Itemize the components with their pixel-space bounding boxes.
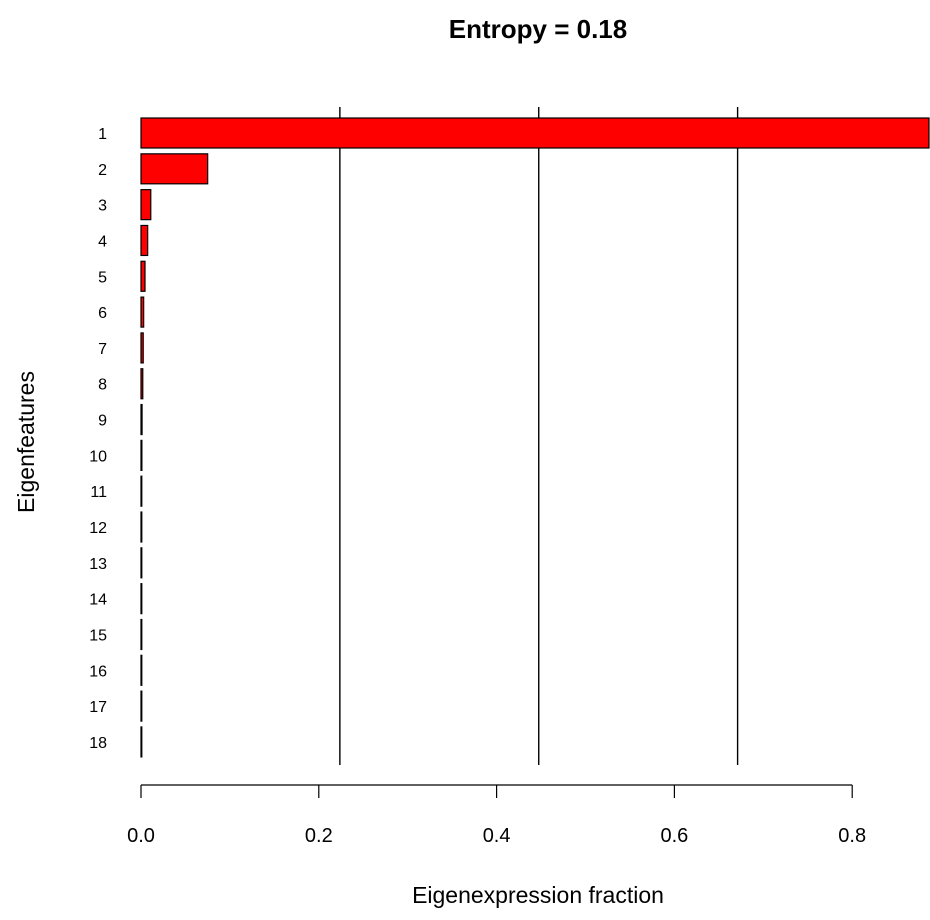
category-label-18: 18 bbox=[89, 735, 107, 752]
category-label-1: 1 bbox=[98, 126, 107, 143]
bar-17 bbox=[140, 690, 143, 722]
bar-1 bbox=[140, 117, 930, 149]
category-label-13: 13 bbox=[89, 556, 107, 573]
category-label-17: 17 bbox=[89, 699, 107, 716]
bar-15 bbox=[140, 618, 143, 651]
chart-title: Entropy = 0.18 bbox=[449, 14, 627, 44]
bar-18 bbox=[140, 726, 143, 758]
bar-4 bbox=[140, 224, 149, 257]
category-label-7: 7 bbox=[98, 341, 107, 358]
bar-12 bbox=[140, 511, 143, 543]
x-tick-label-1: 0.2 bbox=[305, 825, 333, 847]
x-axis-label: Eigenexpression fraction bbox=[412, 882, 664, 908]
bars bbox=[140, 117, 930, 758]
category-label-16: 16 bbox=[89, 663, 107, 680]
x-tick-label-3: 0.6 bbox=[660, 825, 688, 847]
bar-7 bbox=[140, 332, 144, 364]
bar-5 bbox=[140, 260, 146, 292]
reference-lines bbox=[339, 107, 739, 765]
category-label-10: 10 bbox=[89, 448, 107, 465]
category-label-15: 15 bbox=[89, 627, 107, 644]
y-axis-label: Eigenfeatures bbox=[13, 371, 39, 513]
bar-14 bbox=[140, 583, 143, 615]
category-label-6: 6 bbox=[98, 305, 107, 322]
category-label-2: 2 bbox=[98, 162, 107, 179]
x-tick-label-2: 0.4 bbox=[483, 825, 511, 847]
category-label-9: 9 bbox=[98, 413, 107, 430]
category-label-5: 5 bbox=[98, 269, 107, 286]
category-label-3: 3 bbox=[98, 198, 107, 215]
category-label-11: 11 bbox=[90, 484, 107, 501]
bar-2 bbox=[140, 153, 209, 185]
category-label-12: 12 bbox=[89, 520, 107, 537]
bar-10 bbox=[140, 439, 143, 471]
x-axis: 0.0 0.2 0.4 0.6 0.8 bbox=[127, 784, 866, 847]
bar-3 bbox=[140, 189, 152, 221]
category-label-4: 4 bbox=[98, 233, 107, 250]
bar-13 bbox=[140, 547, 143, 579]
bar-11 bbox=[140, 475, 143, 507]
bar-8 bbox=[140, 368, 144, 400]
bar-6 bbox=[140, 296, 145, 328]
x-tick-label-4: 0.8 bbox=[838, 825, 866, 847]
category-label-8: 8 bbox=[98, 377, 107, 394]
x-tick-label-0: 0.0 bbox=[127, 825, 155, 847]
category-label-14: 14 bbox=[89, 592, 107, 609]
bar-9 bbox=[140, 403, 143, 436]
bar-16 bbox=[140, 654, 143, 686]
